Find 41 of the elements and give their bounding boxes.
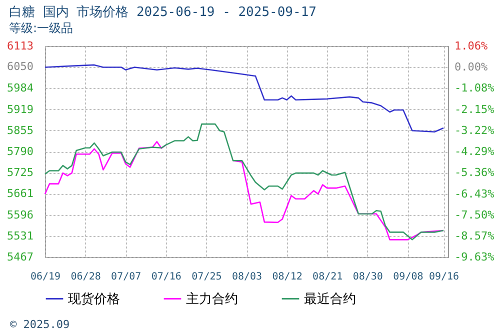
y-tick-label: 5790 bbox=[7, 145, 34, 158]
y-tick-label: 5855 bbox=[7, 124, 34, 137]
y-tick-label: 5596 bbox=[7, 208, 34, 222]
x-tick-label: 08/30 bbox=[352, 272, 383, 282]
x-tick-label: 06/28 bbox=[70, 272, 101, 282]
line-series bbox=[44, 123, 444, 240]
x-tick-label: 07/25 bbox=[192, 272, 222, 282]
y2-tick-label: -7.50% bbox=[454, 208, 495, 222]
y2-tick-label: -5.36% bbox=[454, 166, 495, 180]
x-tick-label: 08/03 bbox=[232, 272, 262, 282]
legend-label: 主力合约 bbox=[186, 290, 238, 307]
y-tick-label: 5531 bbox=[7, 230, 34, 243]
y2-tick-label: 0.00% bbox=[454, 60, 488, 74]
y2-tick-label: -9.63% bbox=[454, 250, 495, 264]
x-tick-label: 08/21 bbox=[312, 272, 343, 282]
y2-tick-label: -4.29% bbox=[454, 145, 495, 158]
y-tick-label: 6050 bbox=[7, 60, 34, 74]
legend-label: 现货价格 bbox=[68, 292, 120, 307]
y2-tick-label: 1.06% bbox=[454, 40, 488, 52]
chart-title: 白糖 国内 市场价格 2025-06-19 - 2025-09-17 bbox=[9, 5, 316, 20]
y2-tick-label: -1.08% bbox=[454, 82, 495, 95]
y-tick-label: 5919 bbox=[7, 102, 34, 116]
y2-tick-label: -3.22% bbox=[454, 124, 495, 137]
chart-subtitle: 等级:一级品 bbox=[9, 21, 74, 35]
x-tick-label: 07/07 bbox=[111, 272, 142, 282]
y2-tick-label: -2.15% bbox=[454, 102, 495, 116]
y-tick-label: 5467 bbox=[7, 250, 34, 264]
text: © 2025.09 bbox=[10, 318, 70, 331]
x-tick-label: 09/16 bbox=[428, 272, 460, 282]
line-series bbox=[44, 64, 444, 133]
y-tick-label: 6113 bbox=[7, 40, 34, 52]
x-tick-label: 07/16 bbox=[151, 272, 182, 282]
x-tick-label: 09/08 bbox=[393, 272, 424, 282]
y-tick-label: 5725 bbox=[7, 166, 34, 180]
y-tick-label: 5661 bbox=[7, 187, 34, 200]
y-tick-label: 5984 bbox=[7, 82, 34, 95]
x-tick-label: 08/12 bbox=[272, 272, 302, 282]
y2-tick-label: -6.43% bbox=[454, 187, 495, 200]
y2-tick-label: -8.57% bbox=[454, 230, 495, 243]
x-tick-label: 06/19 bbox=[30, 272, 61, 282]
legend-label: 最近合约 bbox=[304, 292, 356, 307]
